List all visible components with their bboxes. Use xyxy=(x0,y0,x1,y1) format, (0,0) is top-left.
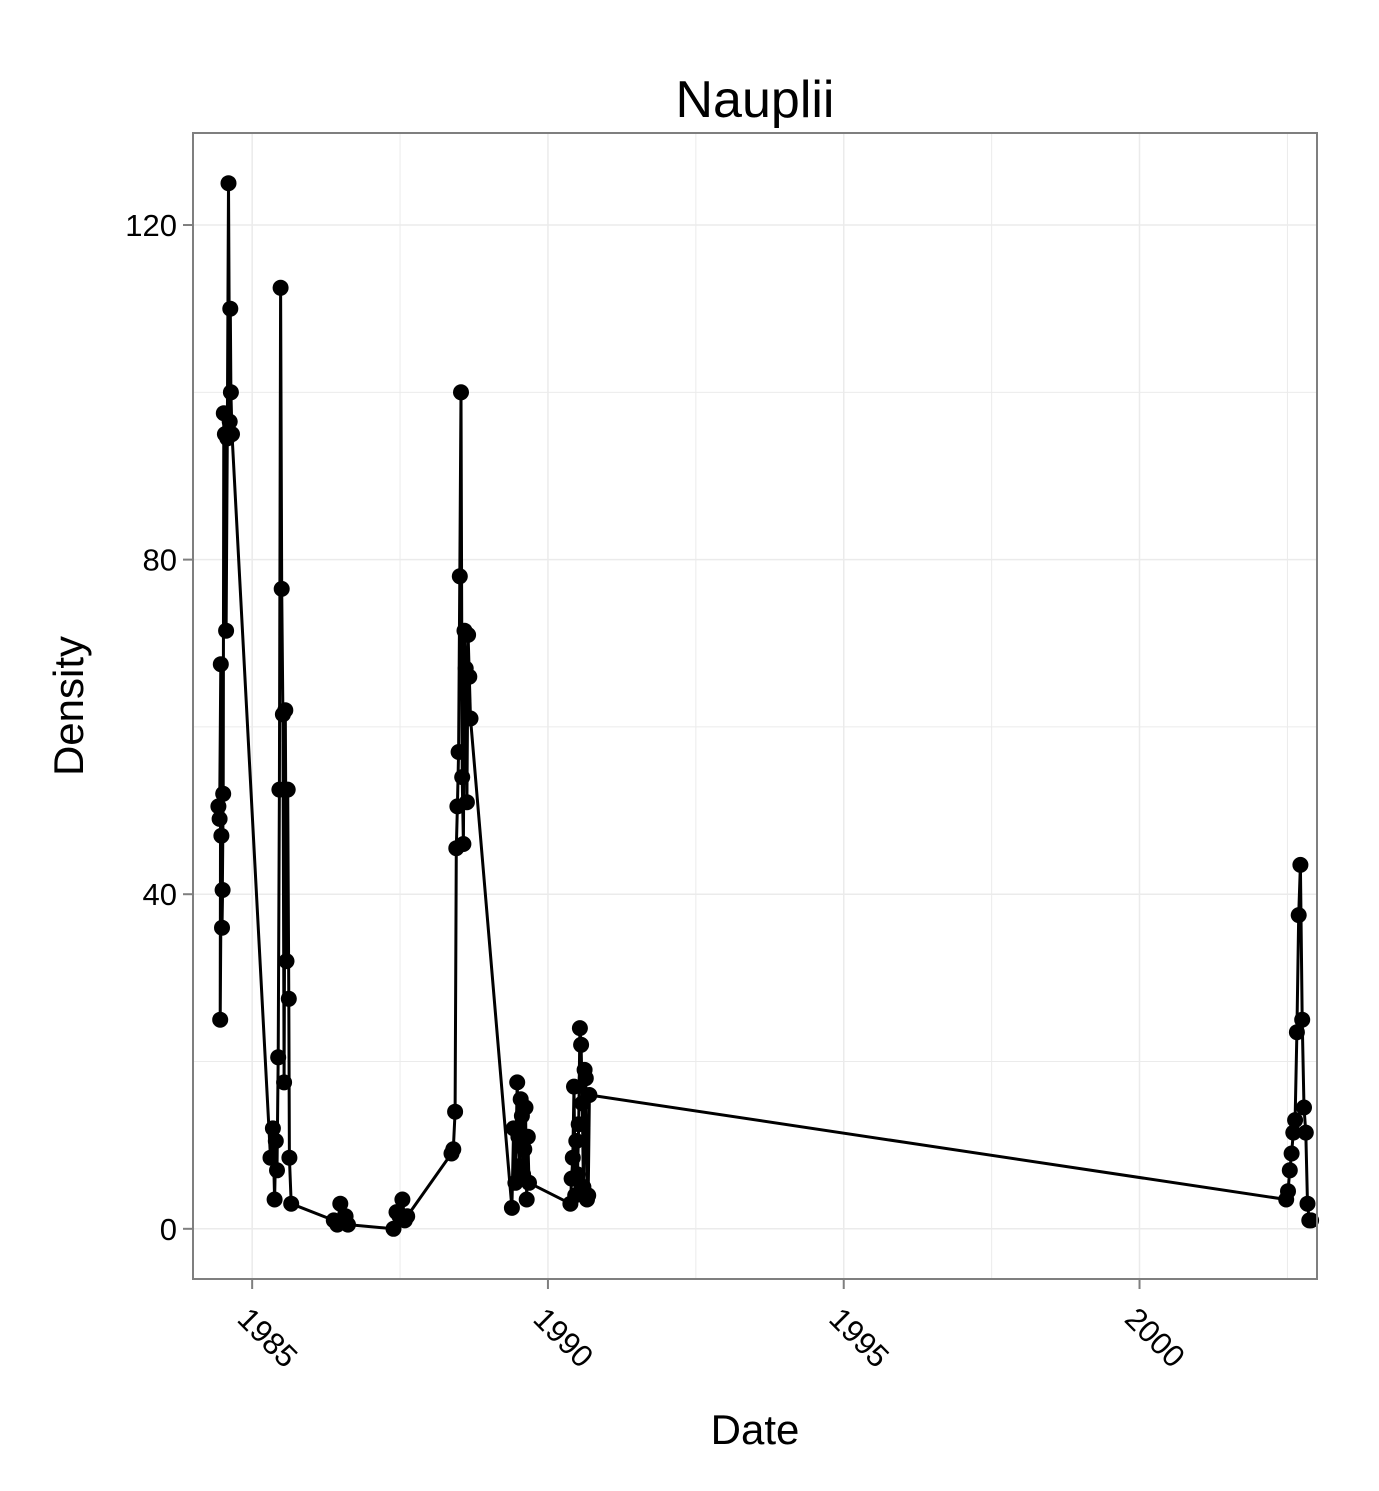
data-point xyxy=(1287,1112,1304,1129)
data-point xyxy=(517,1099,534,1116)
data-point xyxy=(451,568,468,585)
chart-title: Nauplii xyxy=(676,71,835,129)
data-point xyxy=(1288,1024,1305,1041)
data-point xyxy=(266,1191,283,1208)
data-point xyxy=(445,1141,462,1158)
data-point xyxy=(1283,1145,1300,1162)
data-point xyxy=(222,300,239,317)
data-point xyxy=(503,1199,520,1216)
data-point xyxy=(281,1149,298,1166)
data-point xyxy=(1285,1124,1302,1141)
data-point xyxy=(385,1220,402,1237)
data-point xyxy=(570,1116,587,1133)
data-point xyxy=(399,1208,416,1225)
y-tick-label: 0 xyxy=(160,1212,177,1247)
data-point xyxy=(276,1074,293,1091)
data-point xyxy=(269,1162,285,1179)
data-point xyxy=(521,1174,537,1191)
data-point xyxy=(1303,1212,1320,1229)
data-point xyxy=(218,622,235,639)
data-point xyxy=(215,785,232,802)
data-point xyxy=(566,1078,582,1095)
data-point xyxy=(458,794,475,811)
data-point xyxy=(267,1133,284,1149)
data-point xyxy=(447,1103,464,1120)
data-point xyxy=(213,827,230,844)
data-point xyxy=(279,781,296,798)
data-point xyxy=(1281,1162,1298,1179)
data-point xyxy=(577,1070,594,1087)
data-point xyxy=(571,1020,588,1037)
plot-panel xyxy=(193,133,1317,1279)
data-point xyxy=(332,1195,349,1212)
data-point xyxy=(224,426,240,443)
data-point xyxy=(460,626,477,643)
data-point xyxy=(280,990,297,1007)
data-point xyxy=(568,1133,585,1149)
y-axis: 0 40 80 120 xyxy=(125,208,193,1247)
y-tick-label: 40 xyxy=(143,877,177,912)
data-point xyxy=(212,656,229,673)
data-point xyxy=(277,702,294,719)
data-point xyxy=(272,279,289,296)
y-tick-label: 120 xyxy=(125,208,177,243)
data-point xyxy=(340,1216,356,1233)
data-point xyxy=(461,668,478,685)
data-point xyxy=(1297,1124,1314,1141)
data-point xyxy=(581,1087,598,1103)
data-point xyxy=(270,1049,287,1066)
data-point xyxy=(580,1187,597,1204)
data-point xyxy=(210,798,227,815)
data-point xyxy=(1296,1099,1312,1116)
data-point xyxy=(212,1011,229,1028)
data-point xyxy=(1299,1195,1316,1212)
data-point xyxy=(278,953,295,970)
data-point xyxy=(509,1074,526,1091)
data-point xyxy=(1294,1011,1311,1028)
data-point xyxy=(222,384,239,401)
data-point xyxy=(564,1149,581,1166)
y-axis-label: Density xyxy=(45,636,92,776)
data-point xyxy=(573,1036,590,1053)
x-axis-label: Date xyxy=(711,1406,800,1453)
data-point xyxy=(1290,907,1307,924)
data-point xyxy=(214,919,230,936)
panel-border xyxy=(192,132,1318,1280)
data-point xyxy=(1292,856,1309,873)
data-point xyxy=(262,1149,279,1166)
grid-lines xyxy=(193,133,1317,1279)
data-point xyxy=(518,1191,535,1208)
data-point xyxy=(283,1195,300,1212)
series-layer xyxy=(210,175,1320,1237)
data-point xyxy=(569,1166,586,1183)
data-point xyxy=(1280,1183,1296,1200)
data-point xyxy=(211,810,228,827)
data-point xyxy=(462,710,479,727)
data-point xyxy=(273,580,290,597)
data-point xyxy=(519,1128,536,1145)
data-point xyxy=(214,882,231,898)
data-point xyxy=(264,1120,281,1137)
data-point xyxy=(516,1141,533,1158)
data-point xyxy=(220,175,237,192)
data-point xyxy=(394,1191,411,1208)
data-point xyxy=(453,384,469,401)
y-tick-label: 80 xyxy=(143,543,177,578)
data-point xyxy=(454,769,471,786)
data-point xyxy=(221,413,238,430)
data-point xyxy=(455,836,472,852)
data-point xyxy=(450,744,467,760)
